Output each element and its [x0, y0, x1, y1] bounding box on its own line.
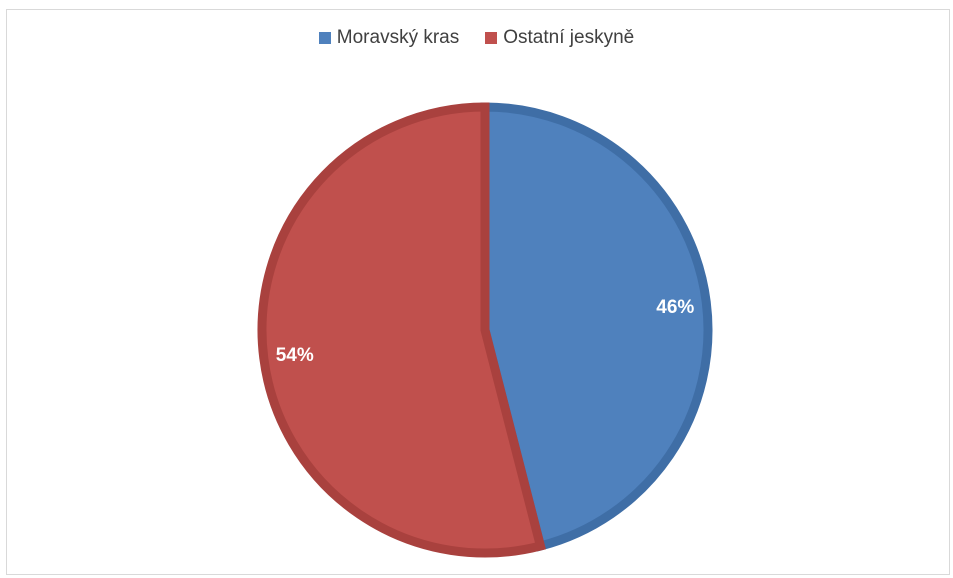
legend-item-ostatni-jeskyne: Ostatní jeskyně [485, 27, 634, 49]
legend-label-ostatni-jeskyne: Ostatní jeskyně [503, 27, 635, 48]
legend-swatch-moravsky-kras [318, 32, 331, 44]
legend-swatch-ostatni-jeskyne [485, 32, 498, 44]
legend-label-moravsky-kras: Moravský kras [336, 27, 460, 48]
legend: Moravský kras Ostatní jeskyně [0, 27, 953, 49]
data-label-ostatni-jeskyne: 54% [276, 345, 314, 366]
legend-item-moravsky-kras: Moravský kras [318, 27, 460, 49]
pie-slice-ostatni-jeskyne [257, 102, 546, 558]
data-label-moravsky-kras: 46% [656, 297, 694, 318]
pie-slice-moravsky-kras [480, 102, 713, 552]
